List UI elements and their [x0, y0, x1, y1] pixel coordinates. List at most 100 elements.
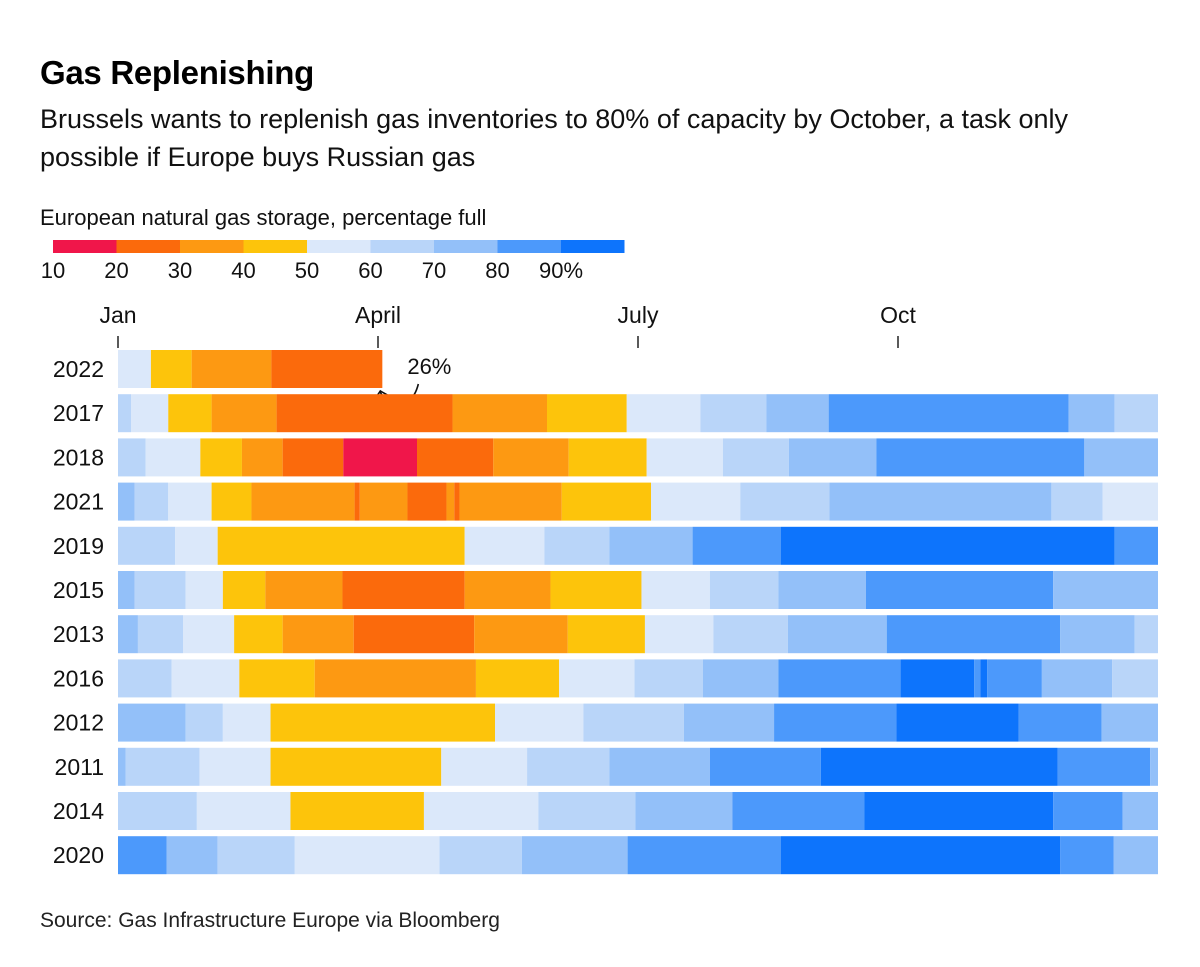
heatmap-cell [1112, 659, 1158, 698]
legend-tick-label: 80 [485, 258, 509, 283]
year-label: 2019 [53, 533, 104, 559]
heatmap-cell [865, 571, 1054, 609]
heatmap-cell [150, 350, 192, 388]
heatmap-cell [788, 438, 877, 477]
heatmap-cell [703, 659, 779, 698]
heatmap-cell [282, 438, 344, 477]
heatmap-cell [778, 571, 866, 609]
heatmap-cell [407, 482, 447, 521]
heatmap-cell [118, 703, 186, 742]
x-tick-label: April [355, 302, 401, 328]
heatmap-cell [342, 571, 465, 609]
year-label: 2021 [53, 489, 104, 515]
legend-swatch [561, 240, 625, 253]
heatmap-cell [547, 394, 627, 433]
heatmap-cell [1114, 394, 1158, 433]
heatmap-cell [550, 571, 642, 609]
heatmap-cell [1134, 615, 1158, 654]
heatmap-cell [474, 615, 568, 654]
heatmap-cell [145, 438, 201, 477]
year-label: 2022 [53, 356, 104, 382]
heatmap-cell [118, 350, 151, 388]
heatmap-cell [475, 659, 560, 698]
heatmap-cell [544, 526, 610, 565]
legend-tick-label: 50 [295, 258, 319, 283]
year-label: 2016 [53, 665, 104, 691]
heatmap-cell [1114, 526, 1158, 565]
heatmap-cell [495, 703, 584, 742]
heatmap-cell [168, 394, 212, 433]
heatmap-cell [766, 394, 829, 433]
legend-swatch [53, 240, 117, 253]
heatmap-cell [987, 659, 1042, 698]
heatmap-cell [635, 792, 733, 830]
chart-subtitle: Brussels wants to replenish gas inventor… [40, 104, 1069, 172]
heatmap-cell [118, 836, 167, 875]
heatmap-cell [118, 438, 146, 477]
heatmap-cell [609, 747, 710, 786]
heatmap-cell [222, 571, 266, 609]
heatmap-cell [137, 615, 183, 654]
annotation-label: 26% [407, 354, 451, 379]
legend-swatch [497, 240, 561, 253]
heatmap-cell [646, 438, 723, 477]
legend-tick-label: 70 [422, 258, 446, 283]
heatmap-cell [239, 659, 315, 698]
heatmap-cell [1060, 615, 1135, 654]
legend-tick-label: 60 [358, 258, 382, 283]
heatmap-cell [459, 482, 562, 521]
heatmap-cell [211, 394, 277, 433]
heatmap-cell [454, 482, 460, 521]
heatmap-cell [196, 792, 291, 830]
heatmap-cell [171, 659, 240, 698]
heatmap-cell [568, 438, 647, 477]
heatmap-cell [441, 747, 528, 786]
heatmap-cell [125, 747, 200, 786]
heatmap-cell [1068, 394, 1115, 433]
year-label: 2015 [53, 577, 104, 603]
heatmap-cell [211, 482, 252, 521]
color-legend: 10 20 30 40 50 60 70 80 90% [41, 240, 625, 283]
chart-title: Gas Replenishing [40, 54, 314, 91]
heatmap-cell [692, 526, 781, 565]
year-label: 2012 [53, 710, 104, 736]
heatmap-cell [241, 438, 283, 477]
x-tick-label: Oct [880, 302, 916, 328]
heatmap-cell [270, 747, 442, 786]
heatmap-cell [626, 394, 701, 433]
heatmap-cell [423, 792, 539, 830]
heatmap-cell [709, 571, 779, 609]
legend-swatch [370, 240, 434, 253]
heatmap-cell [896, 703, 1019, 742]
heatmap-cell [864, 792, 1054, 830]
legend-tick-label: 40 [231, 258, 255, 283]
heatmap-cell [781, 526, 1115, 565]
heatmap-cell [709, 747, 821, 786]
legend-swatch [180, 240, 244, 253]
heatmap-cell [118, 394, 131, 433]
heatmap-cell [1101, 703, 1158, 742]
heatmap-cell [118, 792, 197, 830]
heatmap-cell [118, 482, 135, 521]
heatmap-cell [446, 482, 455, 521]
heatmap-cell [828, 394, 1069, 433]
heatmap-cell [134, 482, 169, 521]
source-note: Source: Gas Infrastructure Europe via Bl… [40, 909, 500, 932]
legend-swatch [116, 240, 180, 253]
heatmap-cell [118, 615, 138, 654]
heatmap-cell [251, 482, 355, 521]
heatmap-cell [740, 482, 830, 521]
heatmap-cell [343, 438, 417, 477]
heatmap-cell [1057, 747, 1151, 786]
heatmap-cell [282, 615, 354, 654]
heatmap-cell [609, 526, 693, 565]
heatmap-cell [634, 659, 703, 698]
heatmap-cell [118, 747, 126, 786]
x-tick-label: Jan [99, 302, 136, 328]
heatmap-cell [290, 792, 424, 830]
heatmap-cell [199, 747, 271, 786]
heatmap-cell [493, 438, 569, 477]
heatmap-cell [1041, 659, 1113, 698]
heatmap-cell [527, 747, 610, 786]
heatmap-cell [1060, 836, 1114, 875]
